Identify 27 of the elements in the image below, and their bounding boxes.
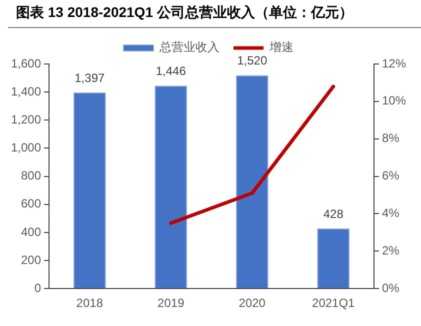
data-label: 1,520 — [237, 54, 268, 68]
y-tick-label: 1,200 — [11, 112, 42, 126]
y2-tick-label: 4% — [382, 206, 400, 220]
y-tick-label: 600 — [21, 196, 42, 211]
x-tick-label: 2020 — [238, 296, 266, 310]
data-label: 1,397 — [74, 70, 105, 85]
data-label: 428 — [323, 206, 344, 221]
x-tick-label: 2019 — [158, 296, 185, 310]
x-tick-label: 2021Q1 — [312, 296, 356, 310]
y2-tick-label: 8% — [382, 131, 400, 146]
legend-label: 总营业收入 — [158, 40, 220, 54]
legend-label: 增速 — [268, 40, 294, 54]
y2-tick-label: 0% — [382, 280, 400, 295]
y-tick-label: 1,000 — [11, 140, 42, 155]
data-label: 1,446 — [156, 64, 186, 78]
x-tick-label: 2018 — [76, 296, 104, 310]
y2-tick-label: 2% — [382, 243, 400, 258]
y-tick-label: 1,600 — [11, 56, 42, 70]
y-tick-label: 400 — [21, 224, 42, 239]
y-tick-label: 800 — [21, 168, 42, 183]
y-tick-label: 200 — [21, 252, 42, 267]
y2-tick-label: 10% — [382, 94, 406, 108]
y2-tick-label: 12% — [382, 56, 406, 70]
chart-title: 图表 13 2018-2021Q1 公司总营业收入（单位：亿元） — [15, 3, 354, 22]
y2-tick-label: 6% — [382, 168, 400, 183]
y-tick-label: 0 — [34, 280, 42, 295]
y-tick-label: 1,400 — [11, 84, 42, 98]
